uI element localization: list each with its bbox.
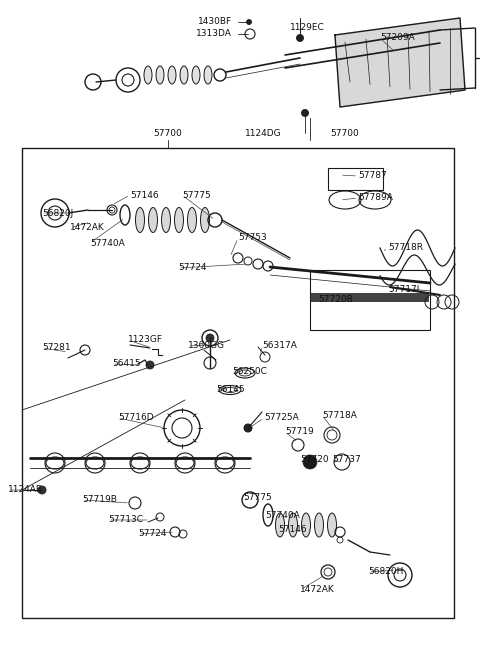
Ellipse shape [188,207,196,232]
Ellipse shape [314,513,324,537]
Text: 1313DA: 1313DA [196,30,232,39]
Text: 1472AK: 1472AK [70,224,105,232]
Circle shape [247,20,252,24]
Circle shape [297,35,303,41]
Text: 57787: 57787 [358,171,387,180]
Text: 57718A: 57718A [322,411,357,419]
Text: 1430BF: 1430BF [198,18,232,26]
Text: 1472AK: 1472AK [300,586,335,594]
Ellipse shape [204,66,212,84]
Text: 57209A: 57209A [380,33,415,43]
Text: 57716D: 57716D [118,413,154,422]
Text: 57753: 57753 [238,234,267,243]
Text: 57737: 57737 [332,455,361,464]
Text: 57725A: 57725A [264,413,299,422]
Text: 1124DG: 1124DG [245,129,282,138]
Ellipse shape [156,66,164,84]
Ellipse shape [201,207,209,232]
Ellipse shape [192,66,200,84]
Polygon shape [335,18,465,107]
Text: 56317A: 56317A [262,342,297,350]
Text: 56250C: 56250C [232,367,267,377]
Text: 57717L: 57717L [388,285,422,295]
Text: 57775: 57775 [243,493,272,502]
Bar [22,148,454,618]
Ellipse shape [168,66,176,84]
Ellipse shape [175,207,183,232]
Circle shape [244,424,252,432]
Circle shape [303,455,317,469]
Text: 57719: 57719 [285,428,314,436]
Text: 57775: 57775 [182,190,211,199]
Text: 57724: 57724 [138,529,167,539]
Circle shape [38,486,46,494]
Text: 57700: 57700 [154,129,182,138]
Ellipse shape [327,513,336,537]
Text: 57740A: 57740A [265,510,300,520]
Text: 57789A: 57789A [358,194,393,203]
Text: 56820J: 56820J [42,209,73,218]
Ellipse shape [301,513,311,537]
Ellipse shape [276,513,285,537]
Circle shape [206,334,214,342]
Text: 57724: 57724 [178,264,206,272]
Text: 57718R: 57718R [388,243,423,253]
Text: 57720B: 57720B [318,295,353,304]
Ellipse shape [144,66,152,84]
Ellipse shape [135,207,144,232]
Bar [310,293,428,301]
Text: 1124AE: 1124AE [8,485,43,495]
Text: 57281: 57281 [42,344,71,352]
Ellipse shape [148,207,157,232]
Text: 1360GG: 1360GG [188,342,225,350]
Text: 56820H: 56820H [368,567,403,577]
Ellipse shape [288,513,298,537]
Text: 1129EC: 1129EC [290,24,325,33]
Text: 57720: 57720 [300,455,329,464]
Text: 57146: 57146 [130,190,158,199]
Text: 56145: 56145 [216,386,245,394]
Ellipse shape [161,207,170,232]
Bar [328,168,383,190]
Text: 57740A: 57740A [90,239,125,247]
Circle shape [301,110,309,117]
Text: 57146: 57146 [278,525,307,535]
Circle shape [146,361,154,369]
Text: 57713C: 57713C [108,516,143,525]
Text: 57719B: 57719B [82,495,117,504]
Bar [310,270,430,330]
Text: 56415: 56415 [112,359,141,369]
Ellipse shape [180,66,188,84]
Text: 1123GF: 1123GF [128,335,163,344]
Text: 57700: 57700 [330,129,359,138]
